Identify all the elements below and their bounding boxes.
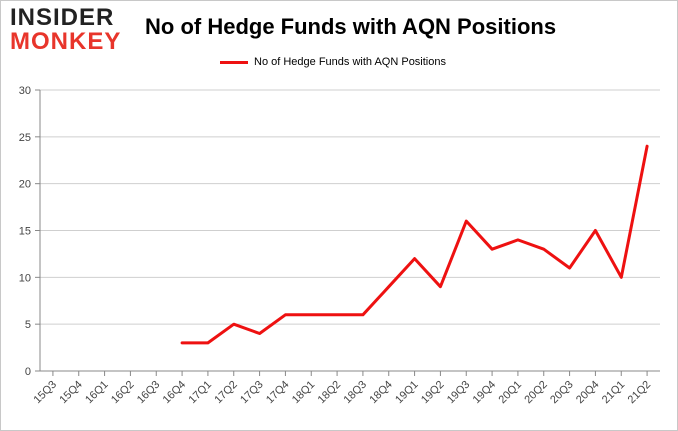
x-tick-label: 18Q1 [290,379,318,407]
x-tick-label: 19Q3 [445,379,473,407]
x-tick-label: 16Q3 [135,379,163,407]
x-tick-label: 17Q1 [187,379,215,407]
logo-line-monkey: MONKEY [10,28,122,55]
insider-monkey-logo: INSIDER MONKEY [10,6,128,56]
chart-legend: No of Hedge Funds with AQN Positions [220,54,446,70]
y-tick-label: 15 [19,226,31,238]
y-tick-label: 30 [19,85,31,97]
series-line-0 [180,144,649,345]
y-tick-label: 0 [25,366,31,378]
logo-line-insider: INSIDER [10,4,115,31]
x-tick-label: 19Q1 [393,379,421,407]
y-tick-label: 10 [19,272,31,284]
x-tick-label: 17Q4 [264,379,292,407]
x-tick-label: 19Q2 [419,379,447,407]
x-tick-label: 18Q2 [316,379,344,407]
x-tick-label: 21Q2 [626,379,654,407]
y-tick-label: 25 [19,132,31,144]
x-tick-label: 16Q2 [109,379,137,407]
y-tick-label: 5 [25,319,31,331]
x-tick-label: 15Q4 [57,379,85,407]
x-tick-label: 19Q4 [471,379,499,407]
x-tick-label: 20Q4 [574,379,602,407]
legend-swatch [220,60,248,64]
x-tick-label: 18Q3 [342,379,370,407]
y-tick-label: 20 [19,179,31,191]
x-tick-label: 17Q2 [212,379,240,407]
x-tick-label: 20Q3 [548,379,576,407]
x-tick-label: 18Q4 [367,379,395,407]
x-tick-label: 17Q3 [238,379,266,407]
x-tick-label: 21Q1 [600,379,628,407]
x-tick-label: 20Q1 [497,379,525,407]
x-tick-label: 16Q1 [83,379,111,407]
chart-title: No of Hedge Funds with AQN Positions [145,14,557,39]
x-tick-label: 15Q3 [32,379,60,407]
legend-label: No of Hedge Funds with AQN Positions [254,56,446,68]
x-tick-label: 20Q2 [522,379,550,407]
x-tick-label: 16Q4 [161,379,189,407]
